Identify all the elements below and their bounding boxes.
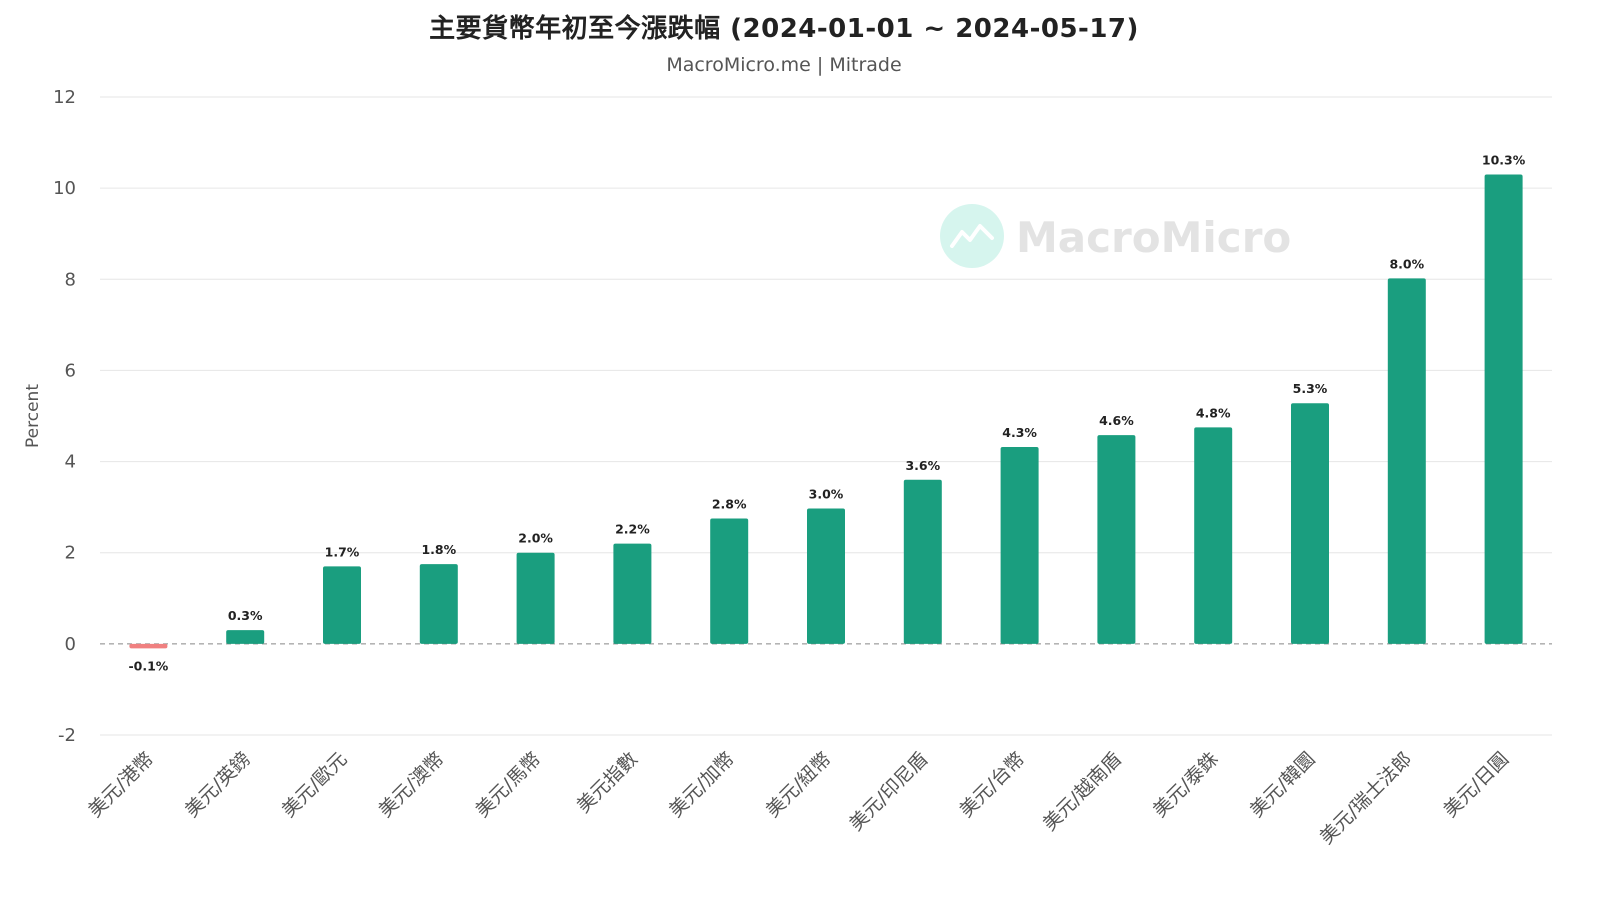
y-tick-label: 8 (65, 269, 76, 290)
x-tick-label: 美元/印尼盾 (845, 748, 932, 835)
y-tick-label: 4 (65, 452, 76, 473)
watermark-text: MacroMicro (1016, 213, 1291, 262)
data-label: 0.3% (228, 608, 263, 623)
bar[interactable] (226, 630, 265, 644)
y-tick-label: -2 (58, 725, 76, 746)
bar[interactable] (1194, 427, 1233, 644)
data-label: 4.6% (1099, 413, 1134, 428)
bar[interactable] (419, 564, 458, 644)
data-label: 5.3% (1293, 381, 1328, 396)
y-tick-label: 10 (53, 178, 76, 199)
data-label: 4.8% (1196, 405, 1231, 420)
y-tick-label: 0 (65, 634, 76, 655)
bar[interactable] (323, 566, 361, 644)
data-label: 10.3% (1482, 152, 1526, 167)
x-tick-label: 美元/紐幣 (762, 748, 836, 822)
x-tick-label: 美元/歐元 (278, 748, 352, 822)
chart-title: 主要貨幣年初至今漲跌幅 (2024-01-01 ~ 2024-05-17) (429, 14, 1139, 44)
bar[interactable] (1387, 278, 1426, 644)
data-label: 2.2% (615, 522, 650, 537)
y-tick-label: 2 (65, 543, 76, 564)
bar[interactable] (807, 508, 845, 644)
x-tick-label: 美元/日圓 (1439, 748, 1513, 822)
x-tick-label: 美元/泰銖 (1149, 748, 1223, 822)
data-label: 8.0% (1389, 256, 1424, 271)
bar[interactable] (613, 543, 652, 644)
x-tick-label: 美元/加幣 (665, 748, 739, 822)
data-label: -0.1% (128, 658, 168, 673)
bar[interactable] (1097, 435, 1136, 644)
y-axis-label: Percent (23, 384, 43, 448)
data-label: 1.8% (421, 542, 456, 557)
bar-layer (129, 174, 1523, 649)
bar[interactable] (129, 643, 168, 649)
x-tick-label: 美元/馬幣 (471, 748, 545, 822)
x-tick-label: 美元/台幣 (955, 748, 1029, 822)
x-tick-label: 美元/英鎊 (181, 748, 255, 822)
data-label: 1.7% (325, 544, 360, 559)
data-label: 3.6% (905, 458, 940, 473)
x-tick-label: 美元/韓圜 (1246, 748, 1320, 822)
x-tick-label: 美元/越南盾 (1039, 748, 1126, 835)
x-tick-label: 美元指數 (573, 748, 642, 817)
watermark-logo: MacroMicro (940, 204, 1291, 268)
bar[interactable] (516, 552, 555, 644)
bar[interactable] (903, 479, 942, 644)
data-label: 4.3% (1002, 425, 1037, 440)
data-label: 2.0% (518, 531, 553, 546)
bar[interactable] (1291, 403, 1329, 644)
bar[interactable] (1484, 174, 1523, 644)
x-tick-label: 美元/瑞士法郎 (1316, 748, 1417, 849)
watermark-chart-icon (950, 224, 994, 248)
chart-subtitle: MacroMicro.me | Mitrade (666, 54, 902, 76)
y-tick-label: 12 (53, 87, 76, 108)
data-label: 3.0% (809, 487, 844, 502)
bar[interactable] (1000, 446, 1039, 644)
data-label: 2.8% (712, 497, 747, 512)
y-tick-label: 6 (65, 360, 76, 381)
x-tick-label: 美元/澳幣 (375, 748, 449, 822)
bar[interactable] (710, 518, 749, 644)
x-tick-label: 美元/港幣 (84, 748, 158, 822)
